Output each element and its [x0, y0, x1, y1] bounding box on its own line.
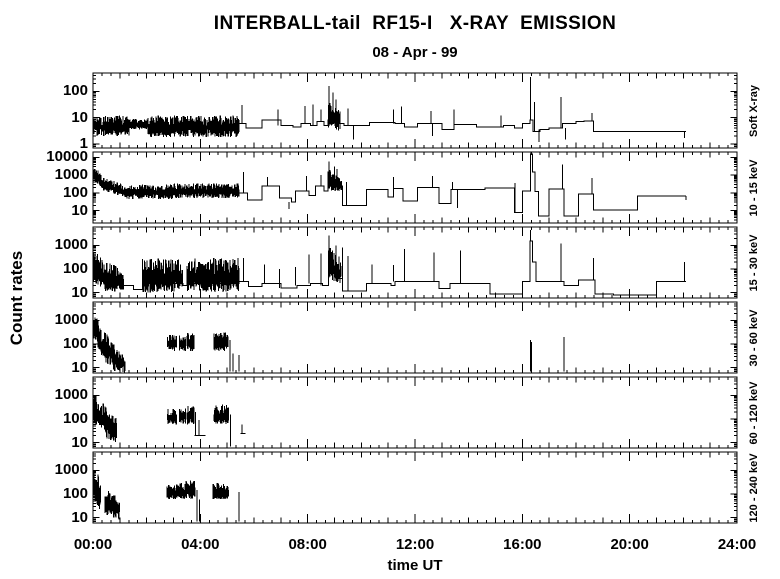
- y-tick-label: 10: [71, 508, 88, 526]
- energy-band-label: 60 - 120 keV: [748, 381, 760, 444]
- y-tick-label: 10: [71, 283, 88, 301]
- y-tick-label: 10000: [46, 148, 88, 166]
- x-axis-title: time UT: [387, 557, 443, 574]
- x-tick-label: 16:00: [503, 536, 542, 553]
- energy-band-label: 10 - 15 keV: [748, 159, 760, 216]
- chart-date-subtitle: 08 - Apr - 99: [372, 44, 458, 61]
- y-tick-label: 10: [71, 201, 88, 219]
- y-tick-label: 100: [62, 260, 88, 278]
- x-tick-label: 00:00: [73, 536, 113, 553]
- y-tick-label: 100: [62, 82, 88, 100]
- x-tick-label: 20:00: [610, 536, 649, 553]
- y-tick-label: 100: [62, 485, 88, 503]
- y-tick-label: 1000: [54, 311, 88, 329]
- energy-band-label: 120 - 240 keV: [748, 452, 760, 523]
- y-tick-label: 1000: [54, 236, 88, 254]
- x-tick-label: 08:00: [288, 536, 327, 553]
- y-tick-label: 10: [71, 108, 88, 126]
- y-tick-label: 10: [71, 433, 88, 451]
- y-tick-label: 100: [62, 410, 88, 428]
- x-tick-label: 24:00: [717, 536, 757, 553]
- y-tick-label: 10: [71, 358, 88, 376]
- y-tick-label: 100: [62, 335, 88, 353]
- y-tick-label: 1000: [54, 461, 88, 479]
- x-tick-label: 12:00: [395, 536, 435, 553]
- chart-title: INTERBALL-tail RF15-I X-RAY EMISSION: [213, 13, 617, 34]
- y-tick-label: 1: [79, 134, 88, 152]
- x-tick-label: 04:00: [181, 536, 220, 553]
- y-tick-label: 1000: [54, 386, 88, 404]
- energy-band-label: 15 - 30 keV: [748, 234, 760, 291]
- y-tick-label: 100: [62, 183, 88, 201]
- y-tick-label: 1000: [54, 166, 88, 184]
- energy-band-label: 30 - 60 keV: [748, 309, 760, 366]
- energy-band-label: Soft X-ray: [748, 84, 760, 137]
